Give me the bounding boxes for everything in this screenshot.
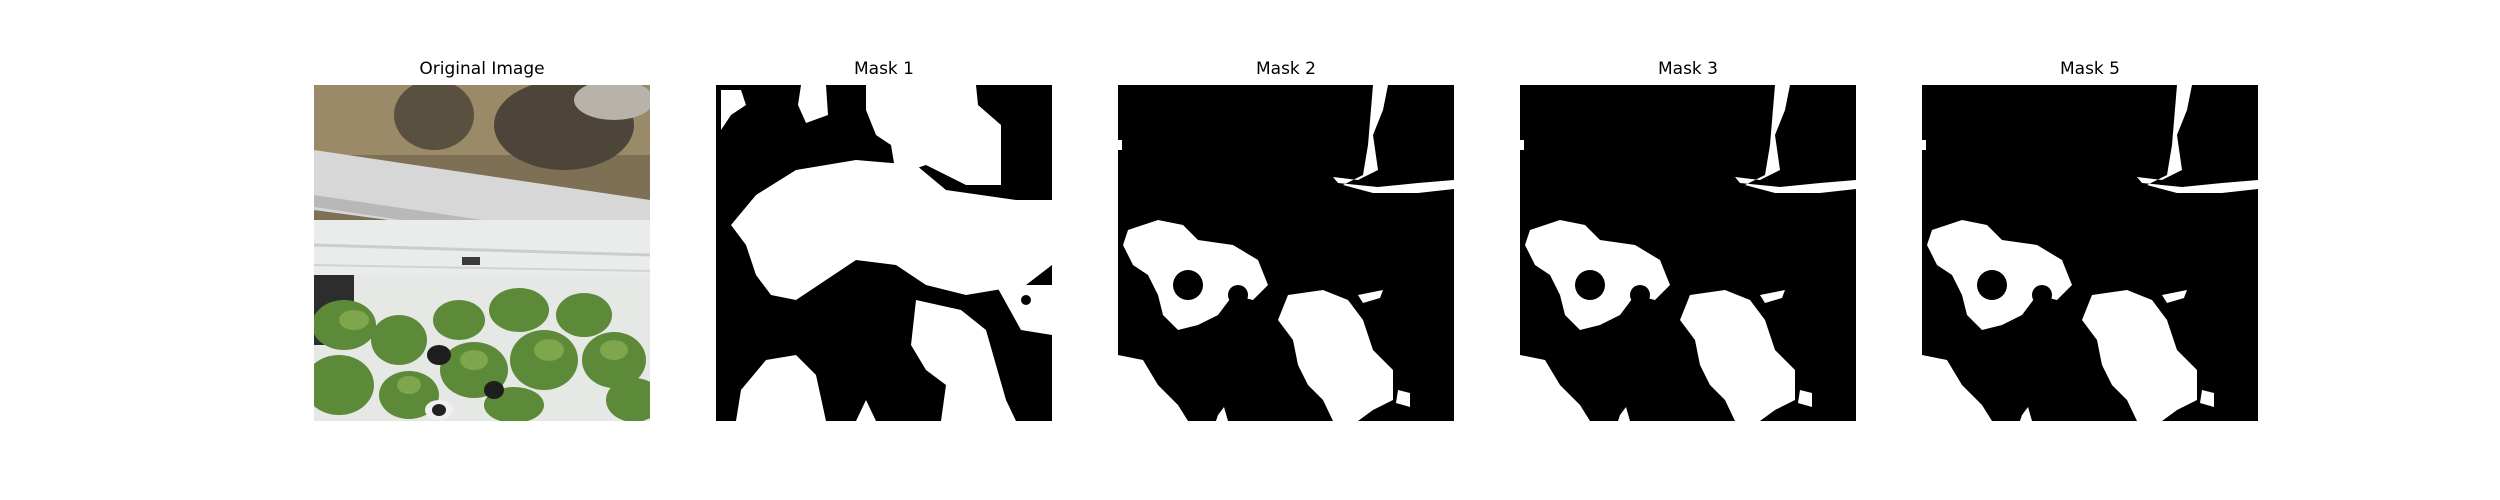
panel-title: Mask 3 [1520, 58, 1856, 80]
panel-title: Mask 5 [1922, 58, 2258, 80]
mask-1-image [716, 85, 1052, 421]
mask-3-image [1520, 85, 1856, 421]
panel-title: Mask 1 [716, 58, 1052, 80]
panel-title: Mask 2 [1118, 58, 1454, 80]
original-image [314, 85, 650, 421]
mask-5-image [1922, 85, 2258, 421]
mask-2-image [1118, 85, 1454, 421]
panel-title: Original Image [314, 58, 650, 80]
